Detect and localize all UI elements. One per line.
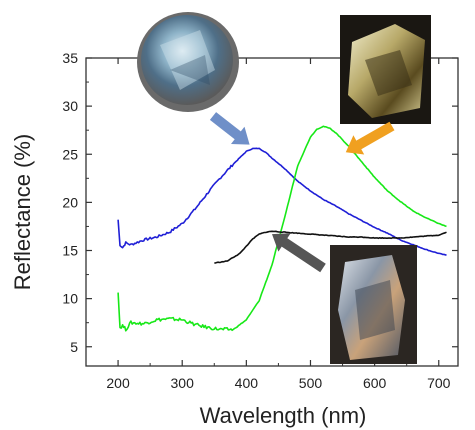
- x-tick-label: 200: [106, 375, 130, 391]
- x-tick-label: 300: [171, 375, 195, 391]
- y-tick-label: 5: [70, 339, 78, 355]
- annotation-arrow-2: [345, 121, 395, 155]
- annotation-arrow-1: [209, 112, 250, 145]
- plot-frame: [85, 57, 459, 367]
- series-line-1: [117, 147, 447, 257]
- y-tick-label: 35: [62, 50, 78, 66]
- y-tick-label: 30: [62, 98, 78, 114]
- x-tick-label: 600: [363, 375, 387, 391]
- annotation-arrow-3: [272, 233, 326, 273]
- gold-film-photo: [340, 15, 431, 124]
- series-line-2: [117, 125, 447, 332]
- foil-photo: [330, 245, 417, 364]
- x-axis-title: Wavelength (nm): [200, 403, 367, 428]
- x-tick-label: 400: [235, 375, 259, 391]
- y-tick-label: 15: [62, 243, 78, 259]
- y-tick-label: 25: [62, 146, 78, 162]
- wafer-photo: [137, 12, 239, 112]
- y-axis-title: Reflectance (%): [10, 134, 35, 291]
- series-layer: [117, 125, 447, 332]
- arrow-layer: [209, 112, 395, 273]
- series-line-3: [214, 230, 447, 264]
- y-tick-label: 20: [62, 194, 78, 210]
- x-tick-label: 700: [427, 375, 451, 391]
- y-tick-label: 10: [62, 291, 78, 307]
- x-tick-label: 500: [299, 375, 323, 391]
- tick-layer: 200 300 400 500 600 700 5 10 15 20 25 30 35: [62, 50, 458, 391]
